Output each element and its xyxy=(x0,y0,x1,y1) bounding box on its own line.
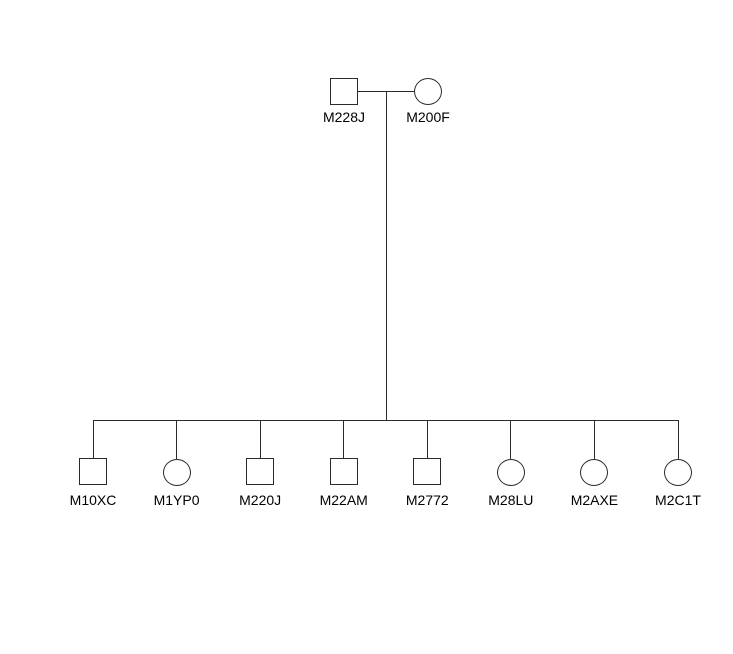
child-connector-line xyxy=(176,420,178,459)
child-connector-line xyxy=(426,420,428,458)
sibling-bar-line xyxy=(93,420,679,421)
person-label: M2C1T xyxy=(655,492,701,508)
child-connector-line xyxy=(510,420,512,459)
person-node-circle xyxy=(580,459,609,486)
person-label: M200F xyxy=(406,109,450,125)
person-node-circle xyxy=(162,459,191,486)
person-label: M10XC xyxy=(69,492,117,508)
person-node-circle xyxy=(496,459,525,486)
child-connector-line xyxy=(593,420,595,459)
person-label: M220J xyxy=(239,492,282,508)
child-connector-line xyxy=(259,420,261,458)
person-node-square xyxy=(413,458,442,485)
person-label: M228J xyxy=(322,109,366,125)
descent-connector-line xyxy=(385,90,387,420)
child-connector-line xyxy=(92,420,94,458)
child-connector-line xyxy=(343,420,345,458)
person-label: M1YP0 xyxy=(153,492,200,508)
person-label: M2AXE xyxy=(570,492,619,508)
person-label: M28LU xyxy=(488,492,534,508)
person-node-square xyxy=(246,458,275,485)
person-node-circle xyxy=(664,459,692,486)
child-connector-line xyxy=(677,420,679,459)
person-label: M22AM xyxy=(319,492,368,508)
person-node-circle xyxy=(414,77,442,105)
person-node-square xyxy=(79,458,107,485)
person-node-square xyxy=(330,77,358,105)
person-label: M2772 xyxy=(405,492,449,508)
person-node-square xyxy=(329,458,358,485)
